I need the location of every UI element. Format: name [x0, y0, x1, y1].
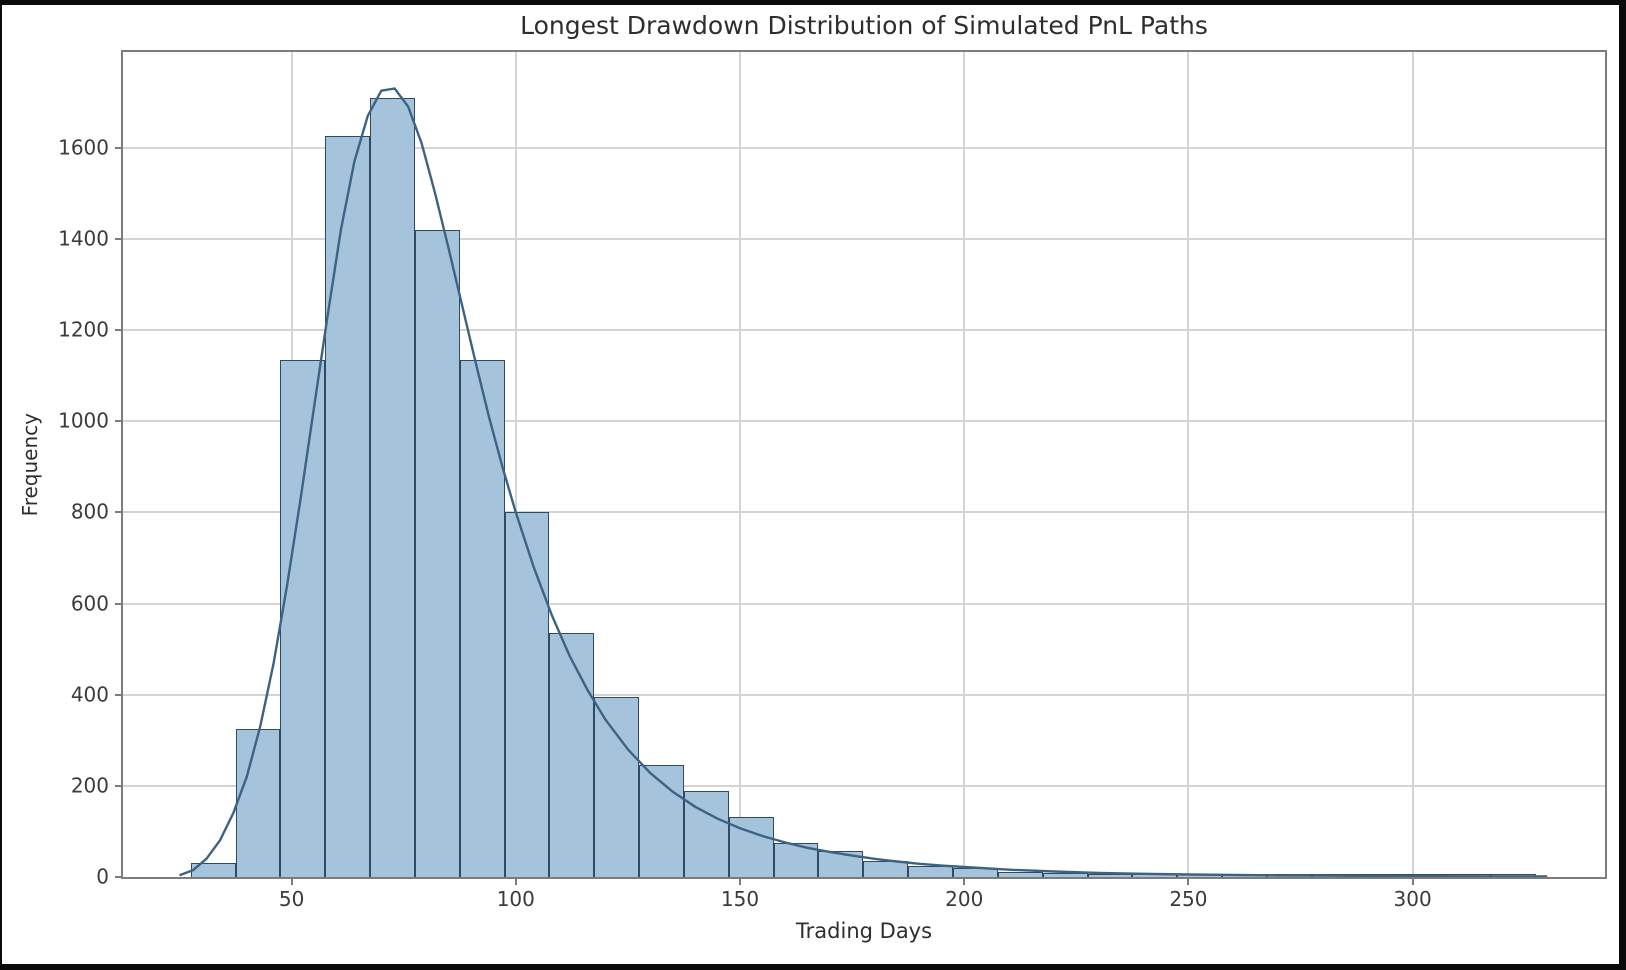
histogram-bar [414, 229, 460, 877]
x-tick-label: 250 [1169, 887, 1208, 911]
x-tick-mark [963, 877, 966, 885]
chart-canvas: Longest Drawdown Distribution of Simulat… [2, 5, 1619, 964]
kde-curve [179, 87, 1548, 877]
histogram-bar [325, 136, 371, 877]
x-gridline [963, 52, 966, 877]
histogram-bar [549, 633, 595, 877]
y-gridline [123, 784, 1605, 787]
y-tick-mark [115, 693, 123, 696]
x-tick-label: 50 [278, 887, 305, 911]
y-tick-mark [115, 784, 123, 787]
histogram-bar [908, 865, 953, 877]
y-tick-mark [115, 511, 123, 514]
y-tick-label: 0 [96, 864, 109, 889]
x-gridline [1411, 52, 1414, 877]
y-tick-label: 1400 [58, 226, 109, 251]
x-tick-mark [739, 877, 741, 885]
x-tick-label: 150 [720, 887, 760, 911]
y-gridline [123, 602, 1605, 605]
kde-path [179, 87, 1548, 877]
x-tick-mark [1411, 877, 1414, 885]
y-tick-mark [115, 420, 123, 423]
x-gridline [739, 52, 741, 877]
y-tick-label: 1600 [58, 135, 109, 160]
chart-title: Longest Drawdown Distribution of Simulat… [520, 11, 1208, 40]
x-gridline [514, 52, 517, 877]
y-tick-mark [115, 602, 123, 605]
y-gridline [123, 329, 1605, 332]
histogram-bar [594, 696, 640, 877]
x-tick-label: 100 [496, 887, 535, 911]
plot-area: Frequency Trading Days 50 100 150 200 250 300… [18, 50, 1607, 943]
y-gridline [123, 420, 1605, 423]
x-tick-label: 300 [1393, 887, 1432, 911]
x-tick-mark [514, 877, 517, 885]
y-gridline [123, 511, 1605, 514]
histogram-bar [504, 512, 550, 877]
histogram-bar [863, 861, 909, 877]
y-tick-mark [115, 329, 123, 332]
y-gridline [123, 146, 1605, 149]
y-tick-label: 400 [70, 682, 109, 707]
histogram-bar [1042, 873, 1088, 877]
histogram-bar [997, 871, 1043, 877]
histogram-bar [1087, 874, 1133, 877]
y-tick-mark [115, 237, 123, 240]
y-tick-label: 1000 [58, 408, 109, 433]
y-tick-mark [115, 876, 123, 878]
y-tick-label: 800 [70, 499, 109, 524]
y-tick-label: 200 [70, 773, 109, 798]
y-axis-label-wrap: Frequency [15, 52, 45, 877]
x-tick-mark [1187, 877, 1190, 885]
x-tick-mark [290, 877, 293, 885]
histogram-bar [370, 97, 415, 877]
y-gridline [123, 693, 1605, 696]
y-tick-mark [115, 146, 123, 149]
x-axis-label: Trading Days [795, 919, 933, 943]
y-tick-label: 600 [70, 591, 109, 616]
x-tick-label: 200 [945, 887, 984, 911]
x-gridline [1187, 52, 1190, 877]
y-tick-label: 1200 [58, 317, 109, 342]
histogram-bar [280, 359, 326, 877]
y-gridline [123, 237, 1605, 240]
y-axis-label: Frequency [18, 412, 42, 517]
